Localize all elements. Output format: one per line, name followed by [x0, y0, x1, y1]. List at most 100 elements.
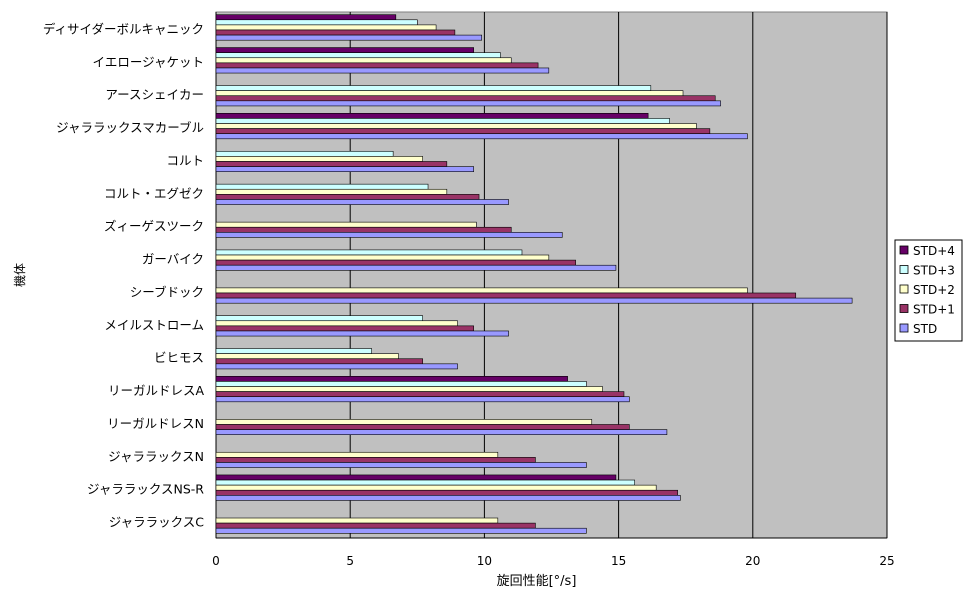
bar	[215, 113, 649, 119]
bar	[215, 292, 797, 299]
bar	[215, 19, 418, 26]
category-label: ディサイダーボルキャニック	[43, 21, 204, 36]
bar	[215, 221, 477, 228]
x-tick-label: 5	[346, 554, 354, 568]
category-label: リーガルドレスN	[107, 416, 204, 431]
bar	[215, 188, 448, 195]
x-tick-label: 0	[212, 554, 220, 568]
bar	[215, 429, 668, 435]
category-label: シーブドック	[130, 284, 204, 299]
bar	[215, 484, 657, 491]
category-labels: ディサイダーボルキャニックイエロージャケットアースシェイカージャララックスマカー…	[43, 21, 205, 529]
bar	[215, 396, 630, 403]
bar	[215, 67, 550, 74]
bar	[215, 14, 397, 21]
legend-swatch	[899, 304, 909, 313]
bar	[215, 29, 456, 36]
legend-label: STD+2	[913, 283, 955, 297]
x-tick-label: 20	[745, 554, 760, 568]
category-label: ジャララックスマカーブル	[56, 120, 204, 135]
category-label: メイルストローム	[104, 317, 204, 332]
bar	[215, 57, 512, 64]
category-label: アースシェイカー	[105, 87, 204, 102]
legend-swatch	[899, 284, 909, 294]
category-label: イエロージャケット	[92, 54, 204, 69]
bars	[215, 14, 853, 534]
category-label: ガーバイク	[142, 252, 204, 267]
x-tick-label: 10	[477, 554, 492, 568]
bar	[215, 24, 437, 31]
bar	[215, 424, 630, 430]
x-axis-label: 旋回性能[°/s]	[497, 574, 577, 589]
bar	[215, 95, 716, 102]
bar	[215, 315, 423, 322]
bar	[215, 199, 509, 205]
bar	[215, 264, 617, 271]
bar	[215, 100, 721, 107]
bar	[215, 161, 448, 167]
bar	[215, 150, 394, 157]
legend-label: STD+3	[913, 264, 955, 278]
bar	[215, 47, 474, 53]
bar	[215, 85, 652, 91]
bar	[215, 381, 587, 387]
bar	[215, 226, 512, 233]
bar	[215, 156, 423, 162]
bar	[215, 474, 617, 481]
bar	[215, 232, 563, 238]
legend-label: STD	[913, 322, 937, 336]
bar	[215, 259, 576, 266]
bar	[215, 330, 509, 337]
category-label: ジャララックスN	[108, 449, 204, 464]
bar	[215, 391, 625, 398]
legend: STD+4 STD+3 STD+2 STD+1 STD	[894, 239, 963, 342]
bar	[215, 194, 480, 200]
bar	[215, 495, 681, 501]
bar	[215, 254, 550, 261]
bar	[215, 419, 593, 425]
category-label: ズィーゲスツーク	[104, 219, 204, 234]
bar	[215, 62, 539, 69]
bar	[215, 123, 697, 129]
bar	[215, 90, 684, 97]
y-axis-label: 機体	[12, 263, 27, 287]
bar	[215, 451, 499, 458]
bar	[215, 527, 587, 534]
legend-label: STD+1	[913, 303, 955, 317]
bar	[215, 353, 399, 360]
bar	[215, 457, 536, 463]
category-label: リーガルドレスA	[108, 383, 205, 398]
legend-swatch	[899, 323, 909, 333]
bar	[215, 320, 458, 327]
bar	[215, 34, 483, 41]
bar	[215, 166, 474, 172]
bar	[215, 386, 603, 392]
bar	[215, 517, 499, 524]
legend-label: STD+4	[913, 244, 955, 258]
bar	[215, 52, 501, 59]
category-label: コルト	[166, 153, 204, 168]
x-tick-labels: 0 5 10 15 20 25	[212, 554, 894, 568]
category-label: ビヒモス	[154, 350, 204, 365]
bar	[215, 128, 711, 135]
category-label: ジャララックスC	[109, 515, 205, 530]
bar	[215, 325, 474, 332]
bar	[215, 376, 568, 382]
bar	[215, 522, 536, 529]
bar	[215, 348, 372, 354]
x-tick-label: 15	[611, 554, 626, 568]
bar	[215, 489, 678, 496]
bar	[215, 297, 853, 304]
legend-swatch	[899, 245, 909, 255]
bar	[215, 462, 587, 468]
bar	[215, 287, 748, 294]
bar	[215, 358, 423, 365]
bar	[215, 479, 636, 486]
x-tick-label: 25	[879, 554, 894, 568]
legend-swatch	[899, 265, 909, 274]
category-label: ジャララックスNS-R	[87, 482, 204, 497]
bar	[215, 118, 670, 124]
category-label: コルト・エグゼク	[104, 186, 204, 201]
